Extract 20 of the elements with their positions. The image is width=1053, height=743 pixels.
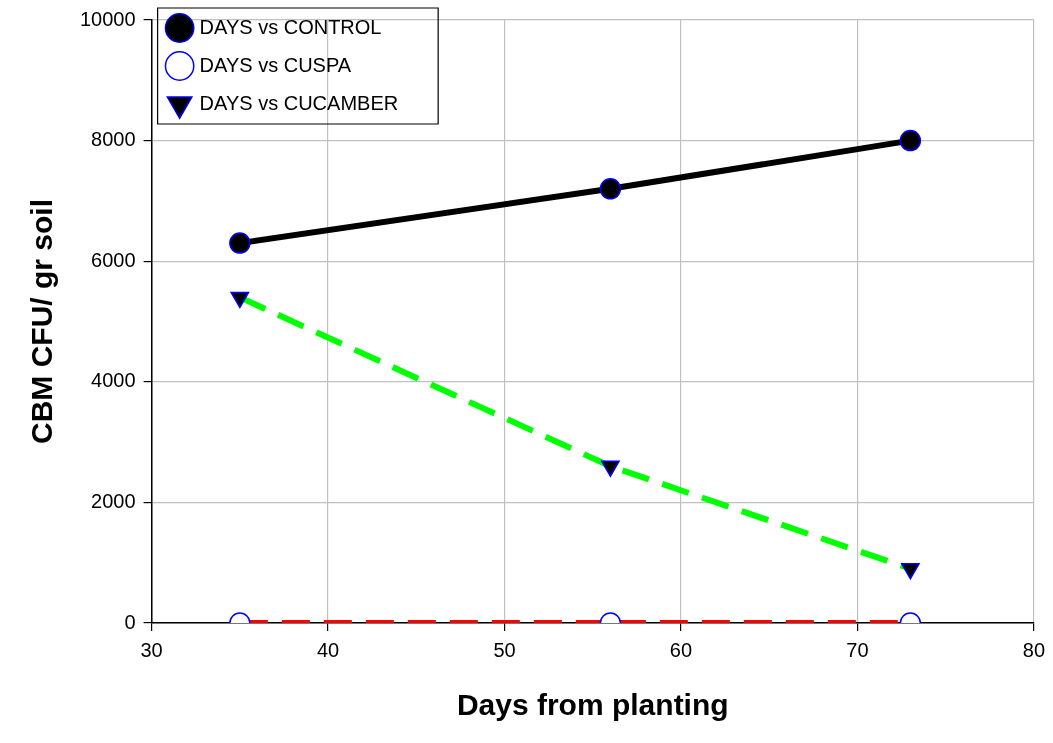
x-tick-label: 40: [316, 638, 340, 661]
y-tick-label: 10000: [79, 7, 136, 30]
y-tick-label: 0: [124, 610, 136, 633]
legend-label: DAYS vs CUCAMBER: [199, 91, 399, 114]
legend-label: DAYS vs CUSPA: [199, 53, 352, 76]
x-axis-title: Days from planting: [456, 688, 729, 722]
x-tick-label: 60: [669, 638, 693, 661]
point: [899, 129, 922, 152]
y-tick-label: 8000: [91, 128, 136, 151]
y-tick-label: 4000: [91, 369, 136, 392]
point: [599, 178, 622, 200]
x-tick-label: 30: [140, 638, 163, 661]
point: [229, 232, 251, 254]
x-tick-label: 80: [1022, 638, 1045, 661]
x-tick-label: 70: [846, 638, 869, 661]
y-axis-title: CBM CFU/ gr soil: [25, 199, 59, 444]
y-tick-label: 6000: [91, 248, 136, 271]
legend-label: DAYS vs CONTROL: [199, 15, 382, 38]
x-tick-label: 50: [493, 638, 516, 661]
y-tick-label: 2000: [91, 489, 136, 512]
